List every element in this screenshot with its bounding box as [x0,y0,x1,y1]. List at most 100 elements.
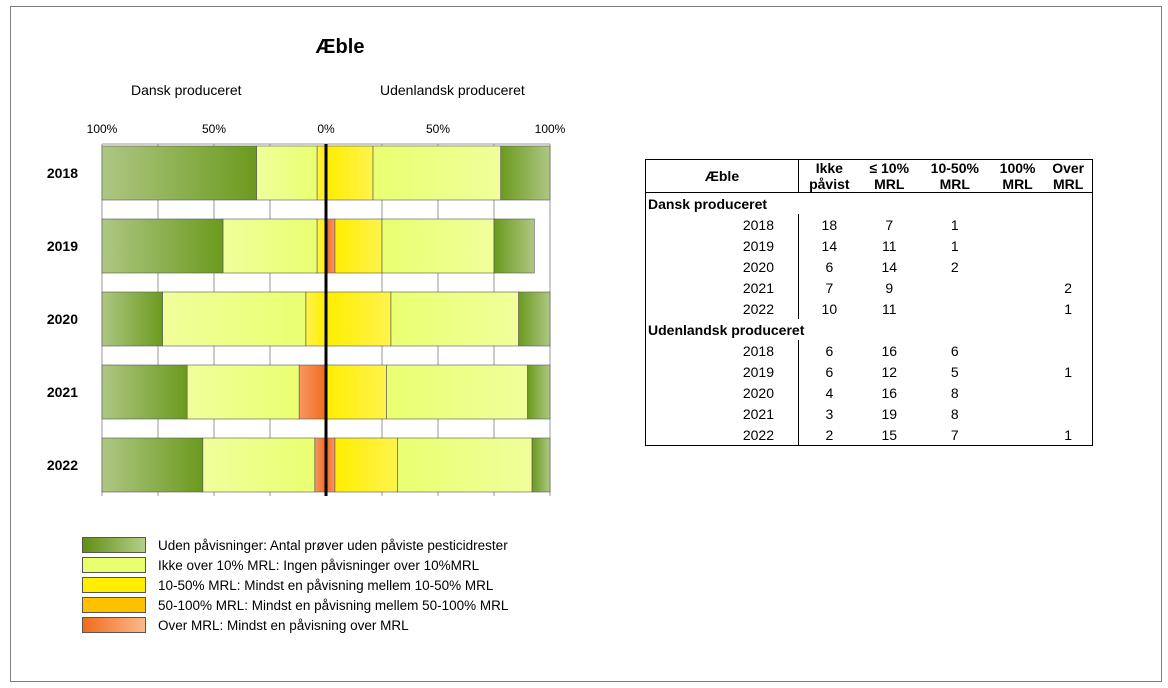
x-tick-label: 50% [202,122,226,136]
table-group-row: Dansk produceret [646,193,1092,215]
table-cell: 2 [950,258,959,275]
bar-segment [381,218,495,274]
table-cell [1044,256,1092,277]
bar-segment [222,218,318,274]
table-row: 2020 6 14 2 [646,256,1092,277]
category-labels-layer: 2018 2019 2020 2021 2022 [47,165,78,473]
bar-segment [101,291,163,347]
table-col-header: ≤ 10% MRL [869,160,910,192]
table-cell [919,298,991,319]
category-label: 2020 [47,311,78,327]
table-cell: 9 [885,279,894,296]
bar-segment [101,364,188,420]
x-tick-label: 50% [426,122,450,136]
table-year-cell: 2018 [646,340,799,361]
bar-segment [256,145,318,201]
table-year-cell: 2020 [646,256,799,277]
table-cell [991,340,1044,361]
table-row: 2022 10 11 1 [646,298,1092,319]
bar-segment [518,291,551,347]
table-cell: 16 [881,384,898,401]
table-cell [991,235,1044,256]
table-cell [991,256,1044,277]
table-cell: 1 [950,237,959,254]
table-col-header: 10-50% MRL [930,160,979,192]
bar-segment [314,437,327,493]
table-year-cell: 2021 [646,403,799,424]
table-cell: 1 [1064,300,1073,317]
bar-segment [101,437,204,493]
table-row: 2019 14 11 1 [646,235,1092,256]
table-row: 2021 7 9 2 [646,277,1092,298]
bars-layer [101,145,551,493]
table-cell: 16 [881,342,898,359]
table-cell: 1 [1064,426,1073,443]
bar-segment [386,364,528,420]
legend-label: Over MRL: Mindst en påvisning over MRL [158,617,409,633]
table-cell [991,214,1044,235]
bar-segment [527,364,551,420]
bar-segment [397,437,533,493]
legend-swatch-50-100 [82,597,146,613]
chart-title: Æble [315,36,365,58]
table-cell: 5 [950,363,959,380]
table-cell: 8 [950,405,959,422]
table-cell: 2 [1064,279,1073,296]
table-group-label: Dansk produceret [648,195,768,212]
legend-item-over-mrl: Over MRL: Mindst en påvisning over MRL [82,615,508,635]
table-group-row: Udenlandsk produceret [646,319,1092,340]
table-year-cell: 2020 [646,382,799,403]
table-cell: 7 [885,216,894,233]
table-cell: 8 [950,384,959,401]
table-cell: 4 [825,384,834,401]
table-cell: 11 [881,237,897,254]
table-cell [991,298,1044,319]
table-group-label: Udenlandsk produceret [648,321,805,338]
category-label: 2022 [47,457,78,473]
bar-segment [334,218,383,274]
bar-segment [531,437,551,493]
table-cell [919,277,991,298]
table-body: Dansk produceret 2018 18 7 1 2019 14 11 1 2020 6 14… [646,193,1092,445]
table-cell [991,424,1044,445]
x-tick-label: 100% [87,122,118,136]
left-side-label: Dansk produceret [131,82,242,98]
bar-segment [325,291,392,347]
x-tick-layer: 100% 50% 0% 50% 100% [87,122,566,136]
table-cell: 15 [881,426,898,443]
legend-swatch-over-mrl [82,617,146,633]
table-cell: 7 [825,279,834,296]
table-row: 2018 18 7 1 [646,214,1092,235]
table-year-cell: 2021 [646,277,799,298]
table-cell: 6 [950,342,959,359]
table-cell [1044,340,1092,361]
legend-item-ikke-over-10: Ikke over 10% MRL: Ingen påvisninger ove… [82,555,508,575]
table-cell [991,277,1044,298]
table-cell: 6 [825,342,834,359]
legend-swatch-10-50 [82,577,146,593]
table-cell [1044,403,1092,424]
category-label: 2018 [47,165,78,181]
category-label: 2021 [47,384,78,400]
table-cell: 6 [825,363,834,380]
bar-segment [390,291,519,347]
table-cell: 14 [881,258,898,275]
bar-segment [101,145,257,201]
table-cell: 1 [1064,363,1073,380]
table-cell: 19 [881,405,898,422]
legend-item-10-50: 10-50% MRL: Mindst en påvisning mellem 1… [82,575,508,595]
table-cell: 10 [821,300,838,317]
table-cell: 7 [950,426,959,443]
table-cell [991,361,1044,382]
table-row: 2022 2 15 7 1 [646,424,1092,445]
table-cell: 11 [881,300,897,317]
table-row: 2021 3 19 8 [646,403,1092,424]
legend: Uden påvisninger: Antal prøver uden påvi… [82,535,508,635]
table-cell: 6 [825,258,834,275]
chart-frame [10,6,1162,682]
table-cell: 1 [950,216,959,233]
table-year-cell: 2019 [646,361,799,382]
bar-segment [186,364,300,420]
table-year-cell: 2022 [646,424,799,445]
